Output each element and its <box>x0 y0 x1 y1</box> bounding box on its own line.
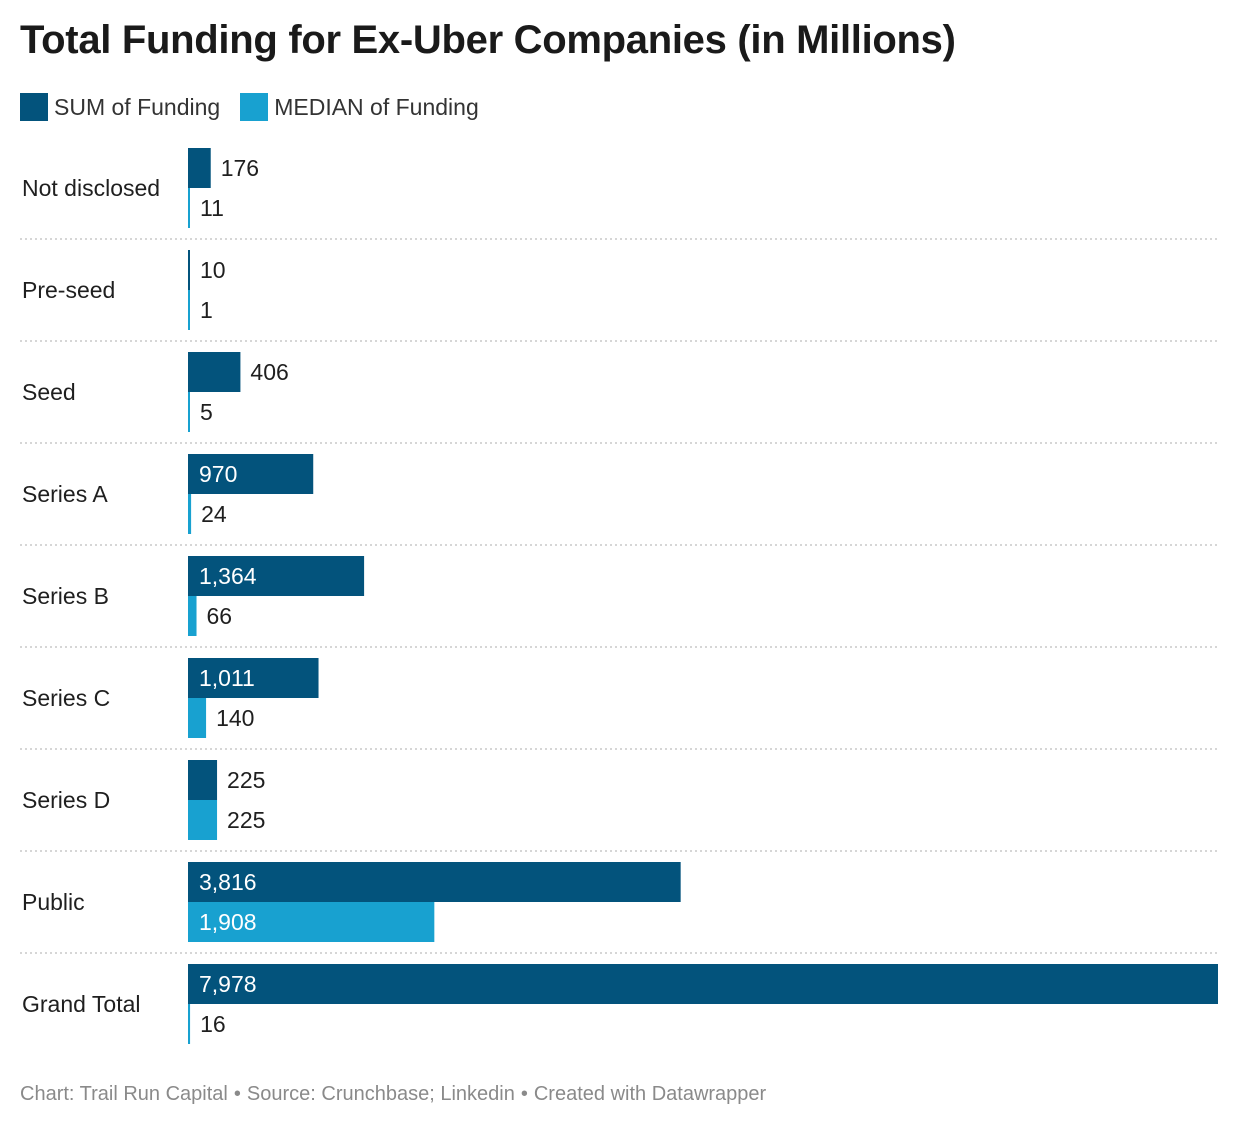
value-label-sum-grand-total: 7,978 <box>199 971 257 997</box>
bar-sum-not-disclosed <box>188 148 211 188</box>
value-label-sum-public: 3,816 <box>199 869 257 895</box>
category-label-series-d: Series D <box>22 787 110 813</box>
value-label-median-series-d: 225 <box>227 807 265 833</box>
chart-title: Total Funding for Ex-Uber Companies (in … <box>20 18 956 62</box>
footer-source: Source: Crunchbase; Linkedin <box>246 1083 515 1105</box>
value-label-sum-not-disclosed: 176 <box>221 155 259 181</box>
value-label-median-series-a: 24 <box>201 501 227 527</box>
value-label-median-public: 1,908 <box>199 909 257 935</box>
value-label-sum-seed: 406 <box>250 359 288 385</box>
category-label-seed: Seed <box>22 379 76 405</box>
category-label-grand-total: Grand Total <box>22 991 140 1017</box>
bar-median-not-disclosed <box>188 188 190 228</box>
legend-label-sum: SUM of Funding <box>54 93 221 120</box>
bar-sum-pre-seed <box>188 250 190 290</box>
bar-sum-series-d <box>188 760 218 800</box>
value-label-sum-series-b: 1,364 <box>199 563 257 589</box>
category-label-series-c: Series C <box>22 685 110 711</box>
bar-median-public <box>188 902 435 942</box>
bar-sum-series-c <box>188 658 319 698</box>
bar-sum-public <box>188 862 681 902</box>
legend-item-sum: SUM of Funding <box>20 93 220 121</box>
legend: SUM of Funding MEDIAN of Funding <box>20 92 499 122</box>
chart-footer: Chart: Trail Run Capital • Source: Crunchb… <box>20 1083 766 1106</box>
bar-median-series-d <box>188 800 218 840</box>
footer-credit: Chart: Trail Run Capital <box>20 1083 228 1105</box>
value-label-median-pre-seed: 1 <box>200 297 213 323</box>
bar-sum-series-b <box>188 556 365 596</box>
category-label-not-disclosed: Not disclosed <box>22 175 160 201</box>
value-label-median-seed: 5 <box>200 399 213 425</box>
category-label-series-a: Series A <box>22 481 108 507</box>
value-label-median-grand-total: 16 <box>200 1011 226 1037</box>
bar-median-series-c <box>188 698 207 738</box>
bar-median-series-a <box>188 494 192 534</box>
bar-sum-series-a <box>188 454 314 494</box>
value-label-sum-series-d: 225 <box>227 767 265 793</box>
value-label-sum-series-a: 970 <box>199 461 237 487</box>
bar-sum-grand-total <box>188 964 1218 1004</box>
value-label-sum-series-c: 1,011 <box>199 665 255 691</box>
value-label-median-not-disclosed: 11 <box>200 195 224 221</box>
bar-median-pre-seed <box>188 290 190 330</box>
value-label-median-series-b: 66 <box>207 603 233 629</box>
category-label-public: Public <box>22 889 85 915</box>
category-label-pre-seed: Pre-seed <box>22 277 115 303</box>
category-label-series-b: Series B <box>22 583 109 609</box>
legend-swatch-median <box>240 93 269 121</box>
value-label-sum-pre-seed: 10 <box>200 257 226 283</box>
bar-median-grand-total <box>188 1004 191 1044</box>
footer-separator-1: • <box>233 1083 241 1105</box>
bar-median-seed <box>188 392 190 432</box>
footer-separator-2: • <box>520 1083 528 1105</box>
legend-item-median: MEDIAN of Funding <box>240 93 479 121</box>
bar-sum-seed <box>188 352 241 392</box>
bar-median-series-b <box>188 596 197 636</box>
legend-swatch-sum <box>20 93 48 121</box>
value-label-median-series-c: 140 <box>216 705 254 731</box>
footer-created-with: Created with Datawrapper <box>533 1083 767 1105</box>
legend-label-median: MEDIAN of Funding <box>274 93 479 120</box>
